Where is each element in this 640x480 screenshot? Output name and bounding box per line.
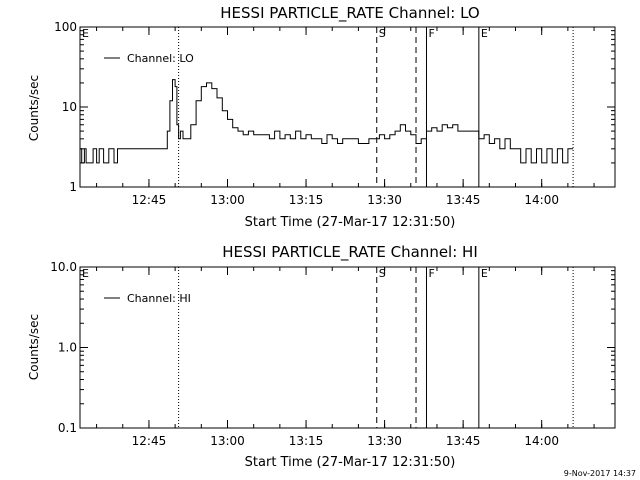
hi-channel-panel: HESSI PARTICLE_RATE Channel: HI Start Ti… [27,243,616,470]
panel-title: HESSI PARTICLE_RATE Channel: HI [222,243,478,262]
x-tick-label: 14:00 [524,193,559,207]
y-tick-label: 0.1 [58,421,77,435]
y-tick-label: 1.0 [58,341,77,355]
x-tick-label: 13:30 [367,434,402,448]
time-marker-label: S [379,27,386,40]
panel-title: HESSI PARTICLE_RATE Channel: LO [220,4,479,23]
time-marker-label: E [82,267,89,280]
y-tick-label: 10 [62,100,77,114]
time-marker-label: E [481,267,488,280]
x-tick-label: 13:00 [210,434,245,448]
x-axis-label: Start Time (27-Mar-17 12:31:50) [245,455,456,470]
time-marker-label: E [82,27,89,40]
axis-ticks: 12:45 13:00 13:15 13:30 13:45 14:00 0.1 1.0 10.0 [50,260,615,448]
y-tick-label: 100 [54,20,77,34]
x-tick-label: 14:00 [524,434,559,448]
axis-ticks: 12:45 13:00 13:15 13:30 13:45 14:00 1 10 100 [54,20,615,207]
x-tick-label: 13:30 [367,193,402,207]
legend-entry: Channel: LO [127,52,194,65]
time-marker-label: F [428,27,434,40]
x-tick-label: 13:00 [210,193,245,207]
legend-entry: Channel: HI [127,292,191,305]
x-tick-label: 12:45 [132,193,167,207]
time-marker-label: E [481,27,488,40]
data-series [80,79,574,164]
legend: Channel: HI [104,292,191,305]
y-axis-label: Counts/sec [27,75,41,141]
y-tick-label: 1 [69,180,77,194]
y-axis-label: Counts/sec [27,314,41,380]
x-tick-label: 13:45 [446,434,481,448]
series-line [80,79,574,164]
legend: Channel: LO [104,52,194,65]
footer-timestamp: 9-Nov-2017 14:37 [564,469,636,478]
x-tick-label: 13:15 [289,193,324,207]
x-tick-label: 13:45 [446,193,481,207]
x-axis-label: Start Time (27-Mar-17 12:31:50) [245,215,456,230]
lo-channel-panel: HESSI PARTICLE_RATE Channel: LO Start Ti… [27,4,616,230]
x-tick-label: 12:45 [132,434,167,448]
y-tick-label: 10.0 [50,260,77,274]
x-tick-label: 13:15 [289,434,324,448]
time-marker-label: F [428,267,434,280]
time-marker-label: S [379,267,386,280]
